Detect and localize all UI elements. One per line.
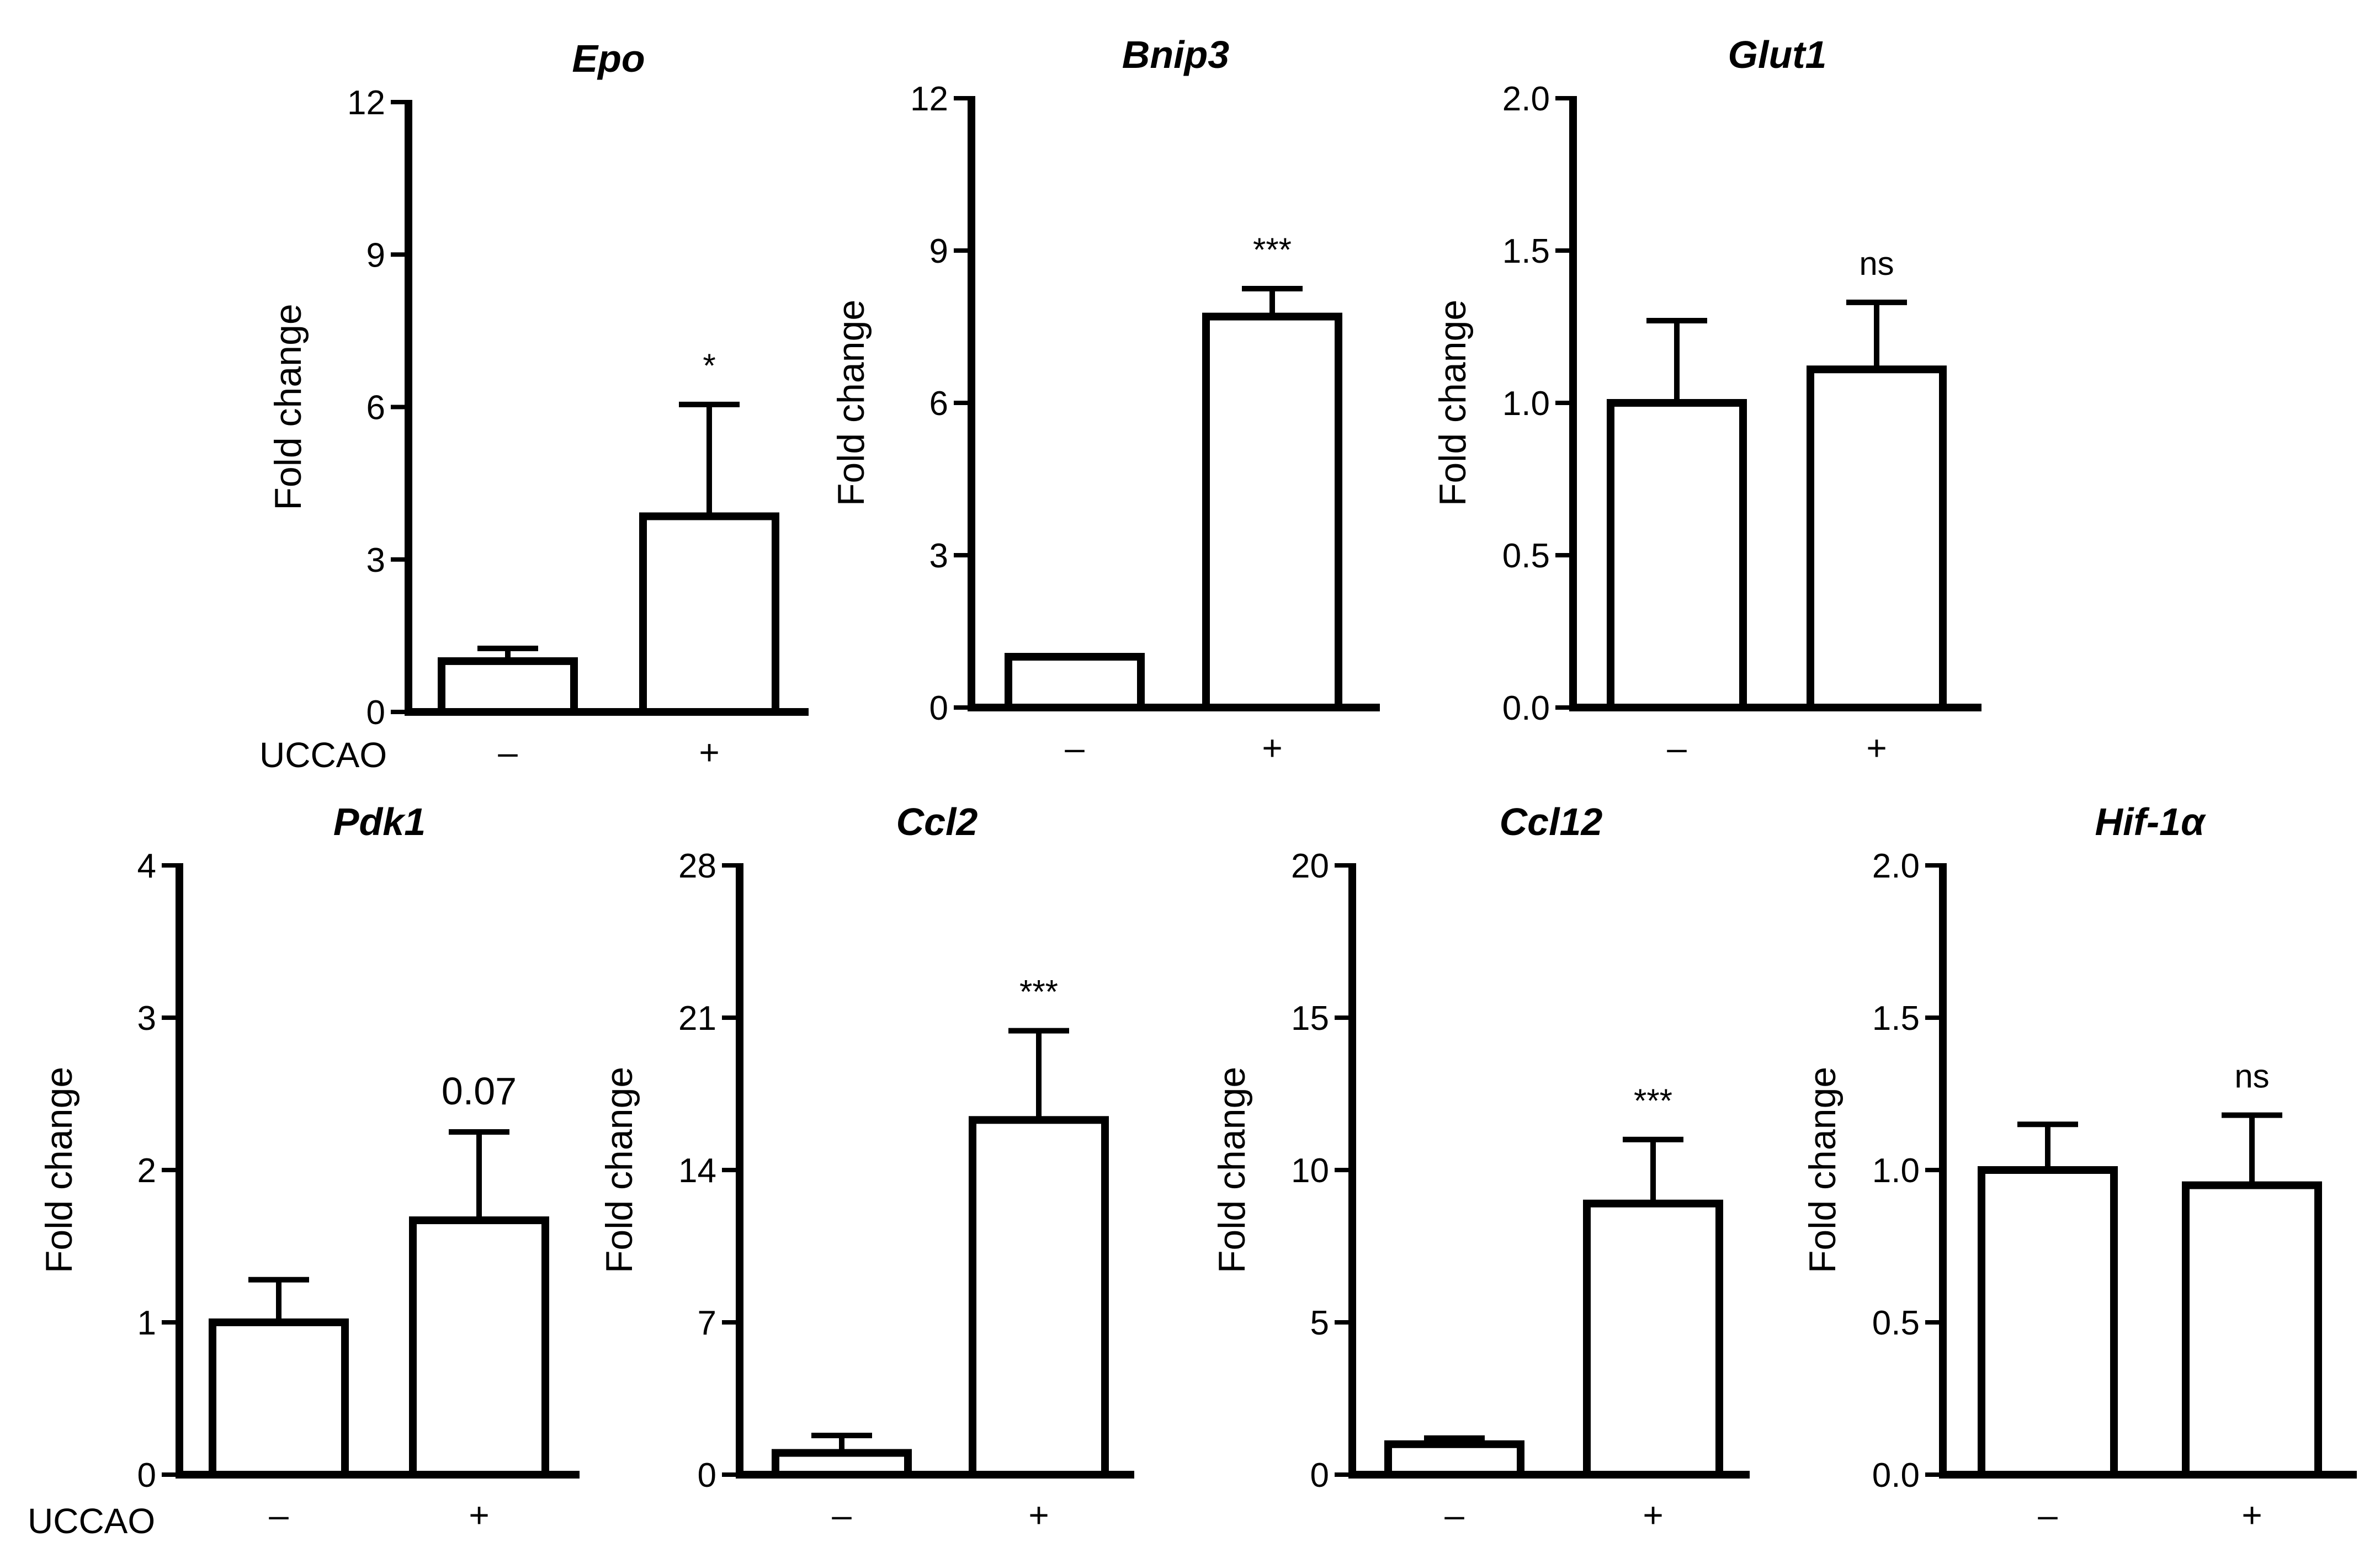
bar (1005, 653, 1145, 711)
row-label-top: UCCAO (259, 735, 387, 775)
y-tick-label: 0 (137, 1456, 156, 1495)
bar (1978, 1166, 2118, 1479)
y-axis-label: Fold change (1211, 1067, 1253, 1273)
panel-title: Ccl12 (1500, 800, 1603, 843)
chart-panel-1: 0 3 6 9 12 Fold change Epo – + * (267, 37, 809, 772)
y-tick-label: 0 (366, 694, 385, 732)
y-tick-label: 9 (929, 232, 948, 270)
category-label: – (269, 1495, 289, 1535)
y-axis-label: Fold change (38, 1067, 80, 1273)
y-tick-label: 2.0 (1502, 80, 1550, 118)
y-tick-label: 12 (910, 80, 948, 118)
y-axis-label: Fold change (598, 1067, 640, 1273)
y-tick-label: 14 (678, 1152, 716, 1190)
y-tick-label: 6 (366, 389, 385, 427)
y-tick-label: 1.5 (1872, 999, 1920, 1038)
bar (2182, 1181, 2322, 1479)
y-tick-label: 0.5 (1502, 537, 1550, 575)
y-tick-label: 2.0 (1872, 847, 1920, 885)
y-tick-label: 0 (1310, 1456, 1329, 1495)
significance-label: ns (2234, 1058, 2269, 1095)
y-tick-label: 7 (698, 1304, 716, 1342)
row-label-bottom: UCCAO (28, 1501, 155, 1541)
y-axis-label: Fold change (267, 304, 309, 510)
y-axis-label: Fold change (1432, 300, 1474, 506)
bar (1583, 1199, 1723, 1479)
y-tick-label: 3 (137, 999, 156, 1038)
category-label: + (699, 732, 719, 772)
y-tick-label: 21 (678, 999, 716, 1038)
bar (1807, 365, 1947, 711)
chart-panel-6: 0 5 10 15 20 Fold change Ccl12 – + *** (1211, 800, 1750, 1535)
y-tick-label: 1.0 (1502, 385, 1550, 423)
significance-label: 0.07 (442, 1070, 517, 1113)
category-label: – (1444, 1495, 1464, 1535)
y-tick-label: 2 (137, 1152, 156, 1190)
category-label: + (1262, 728, 1282, 768)
y-tick-label: 20 (1291, 847, 1329, 885)
chart-panel-5: 0 7 14 21 28 Fold change Ccl2 – + *** (598, 800, 1134, 1535)
y-tick-label: 0 (698, 1456, 716, 1495)
chart-panel-7: 0.0 0.5 1.0 1.5 2.0 Fold change Hif-1α – + ns (1802, 800, 2357, 1535)
bar (1202, 312, 1342, 711)
y-tick-label: 0.5 (1872, 1304, 1920, 1342)
category-label: + (469, 1495, 489, 1535)
significance-label: *** (1019, 974, 1058, 1011)
chart-panel-4: 0 1 2 3 4 Fold change Pdk1 – +0.07 (38, 800, 580, 1535)
category-label: – (498, 732, 518, 772)
panel-title: Bnip3 (1122, 33, 1230, 76)
y-tick-label: 6 (929, 385, 948, 423)
bar (772, 1449, 912, 1479)
panel-title: Ccl2 (896, 800, 978, 843)
category-label: – (1667, 728, 1687, 768)
y-tick-label: 15 (1291, 999, 1329, 1038)
category-label: – (2038, 1495, 2058, 1535)
y-tick-label: 9 (366, 236, 385, 274)
category-label: – (832, 1495, 852, 1535)
y-tick-label: 1.0 (1872, 1152, 1920, 1190)
bar (1607, 399, 1747, 711)
category-label: + (1866, 728, 1887, 768)
panel-title: Pdk1 (333, 800, 426, 843)
significance-label: * (703, 347, 715, 384)
y-tick-label: 10 (1291, 1152, 1329, 1190)
y-tick-label: 1 (137, 1304, 156, 1342)
y-axis-label: Fold change (1802, 1067, 1844, 1273)
category-label: – (1065, 728, 1085, 768)
bar (409, 1216, 549, 1479)
y-tick-label: 0 (929, 689, 948, 727)
panel-title: Hif-1α (2095, 800, 2207, 843)
y-axis-label: Fold change (830, 300, 872, 506)
y-tick-label: 12 (347, 84, 385, 122)
y-tick-label: 28 (678, 847, 716, 885)
y-tick-label: 0.0 (1872, 1456, 1920, 1495)
chart-panel-3: 0.0 0.5 1.0 1.5 2.0 Fold change Glut1 – + ns (1432, 33, 1981, 768)
category-label: + (1643, 1495, 1663, 1535)
y-tick-label: 3 (366, 541, 385, 579)
bar (209, 1318, 349, 1479)
bar (438, 657, 578, 716)
panel-title: Glut1 (1728, 33, 1827, 76)
category-label: + (1028, 1495, 1049, 1535)
bar (1384, 1440, 1524, 1479)
y-tick-label: 3 (929, 537, 948, 575)
significance-label: *** (1634, 1082, 1672, 1119)
y-tick-label: 4 (137, 847, 156, 885)
y-tick-label: 5 (1310, 1304, 1329, 1342)
chart-panel-2: 0 3 6 9 12 Fold change Bnip3 – + *** (830, 33, 1380, 768)
y-tick-label: 1.5 (1502, 232, 1550, 270)
category-label: + (2241, 1495, 2262, 1535)
bar (639, 512, 779, 716)
y-tick-label: 0.0 (1502, 689, 1550, 727)
bar (969, 1116, 1109, 1479)
significance-label: *** (1253, 231, 1292, 268)
significance-label: ns (1859, 245, 1894, 282)
panel-title: Epo (572, 37, 645, 80)
